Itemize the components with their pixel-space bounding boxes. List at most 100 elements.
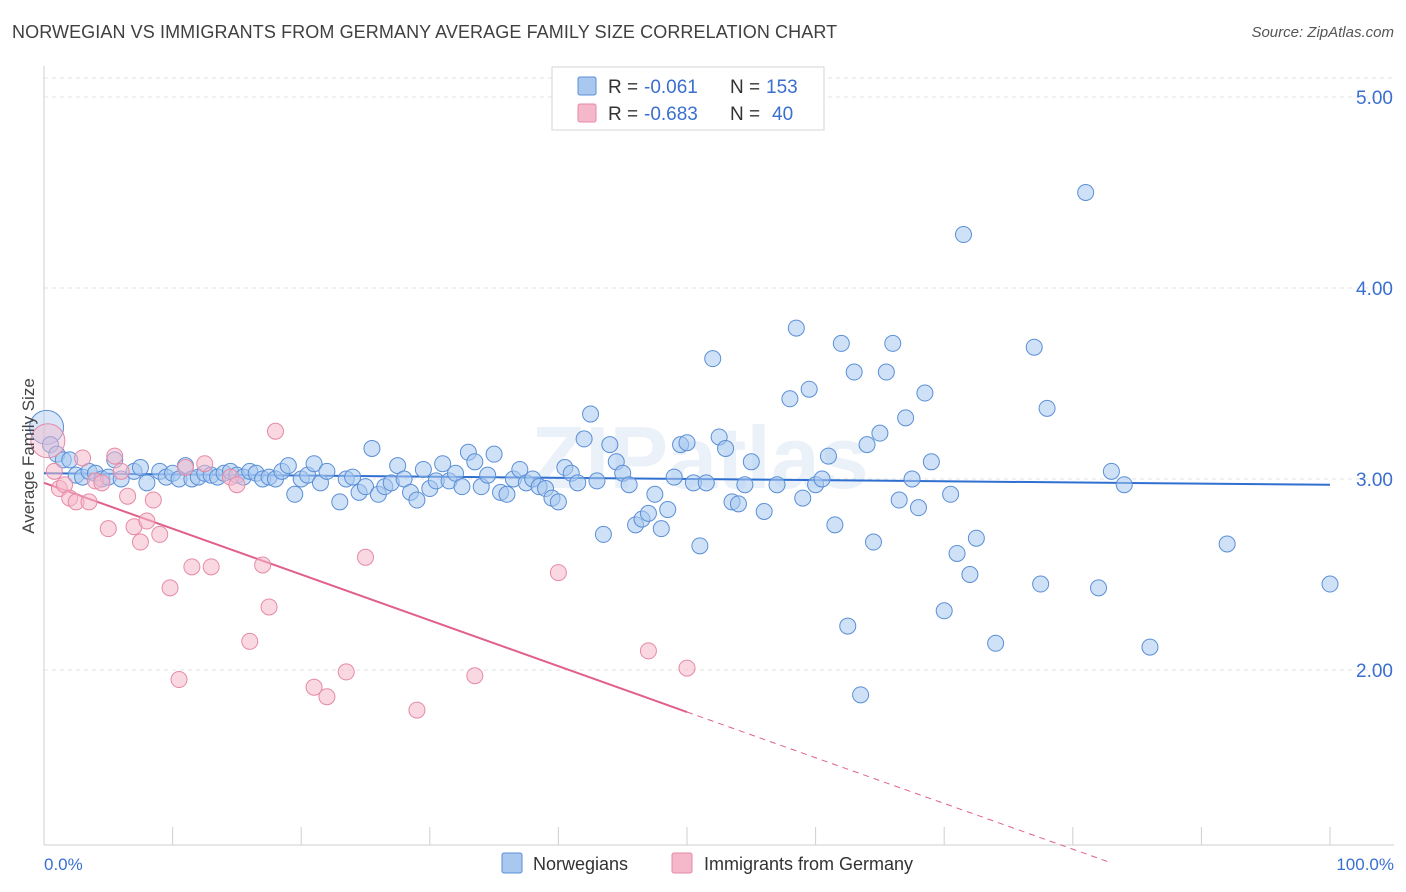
legend-n-value: 40 (772, 104, 793, 125)
bottom-legend-label-norwegians: Norwegians (533, 854, 628, 874)
norwegians-point (935, 602, 953, 620)
grid-lines (44, 77, 1394, 671)
germany-trend-line-extension (686, 711, 1112, 864)
norwegians-point (858, 436, 876, 454)
norwegians-point (1090, 579, 1108, 597)
germany-point (196, 455, 214, 473)
legend-r-label: R = (608, 104, 638, 125)
norwegians-point (729, 495, 747, 513)
germany-point (93, 474, 111, 492)
y-axis-label: Average Family Size (19, 378, 38, 534)
norwegians-point (717, 439, 735, 457)
norwegians-point (498, 485, 516, 503)
norwegians-point (594, 525, 612, 543)
norwegians-point (922, 453, 940, 471)
germany-point (228, 476, 246, 494)
germany-point (80, 493, 98, 511)
norwegians-point (787, 319, 805, 337)
x-tick-label-min: 0.0% (44, 855, 83, 874)
germany-point (266, 422, 284, 440)
norwegians-point (588, 472, 606, 490)
norwegians-point (646, 485, 664, 503)
norwegians-point (916, 384, 934, 402)
germany-point (161, 579, 179, 597)
norwegians-point (601, 436, 619, 454)
norwegians-point (755, 502, 773, 520)
germany-point (112, 462, 130, 480)
norwegians-point (453, 478, 471, 496)
norwegians-point (408, 491, 426, 509)
norwegians-point (305, 455, 323, 473)
germany-point (106, 447, 124, 465)
norwegians-point (845, 363, 863, 381)
norwegians-point (909, 499, 927, 517)
norwegians-point (344, 468, 362, 486)
norwegians-point (665, 468, 683, 486)
norwegians-point (736, 476, 754, 494)
norwegians-point (897, 409, 915, 427)
norwegians-point (1077, 184, 1095, 201)
germany-point (549, 564, 567, 582)
y-tick-label: 5.00 (1356, 88, 1393, 109)
norwegians-point (948, 544, 966, 562)
germany-point (138, 512, 156, 530)
norwegians-point (569, 474, 587, 492)
legend: R = -0.061 N = 153 R = -0.683 N = 40 (551, 66, 825, 131)
norwegians-point (839, 617, 857, 635)
germany-point (678, 659, 696, 677)
norwegians-point (942, 485, 960, 503)
norwegians-point (1141, 638, 1159, 656)
norwegians-point (704, 350, 722, 368)
x-tick-label-max: 100.0% (1336, 855, 1394, 874)
norwegians-point (832, 334, 850, 352)
norwegians-point (1102, 462, 1120, 480)
norwegians-point (697, 474, 715, 492)
germany-point (176, 459, 194, 477)
norwegians-point (884, 334, 902, 352)
germany-point (254, 556, 272, 574)
chart-title: NORWEGIAN VS IMMIGRANTS FROM GERMANY AVE… (12, 22, 838, 42)
norwegians-point (1025, 338, 1043, 356)
norwegians-point (890, 491, 908, 509)
bottom-legend-swatch-germany (671, 852, 693, 874)
germany-point (151, 525, 169, 543)
germany-point (357, 548, 374, 566)
norwegians-point (414, 460, 432, 478)
norwegians-point (1032, 575, 1050, 593)
norwegians-point (363, 439, 381, 457)
germany-point (131, 533, 149, 551)
norwegians-point (800, 380, 818, 398)
legend-n-label: N = (730, 104, 760, 125)
norwegians-point (131, 459, 149, 477)
norwegians-point (967, 529, 985, 547)
legend-swatch-germany (577, 103, 597, 123)
norwegians-point (1218, 535, 1236, 553)
germany-point (466, 667, 484, 685)
legend-n-label: N = (730, 77, 760, 98)
norwegians-point (819, 447, 837, 465)
bottom-legend: Norwegians Immigrants from Germany (501, 852, 913, 874)
germany-point (202, 558, 220, 576)
norwegians-point (318, 462, 336, 480)
germany-point (260, 598, 278, 616)
legend-box (551, 66, 825, 131)
y-tick-label: 2.00 (1356, 661, 1393, 682)
norwegians-point (794, 489, 812, 507)
norwegians-point (961, 566, 979, 583)
norwegians-point (781, 390, 799, 408)
germany-point (639, 642, 657, 660)
norwegians-point (659, 501, 677, 519)
norwegians-point (742, 453, 760, 471)
norwegians-point (1038, 399, 1056, 417)
legend-r-label: R = (608, 77, 638, 98)
norwegians-point (620, 476, 638, 494)
legend-n-value: 153 (766, 77, 798, 98)
germany-point (144, 491, 162, 509)
norwegians-point (575, 430, 593, 448)
germany-point (45, 462, 63, 480)
germany-point (170, 671, 188, 689)
legend-r-value: -0.061 (644, 77, 698, 98)
norwegians-point (1115, 476, 1133, 494)
norwegians-point (331, 493, 349, 511)
